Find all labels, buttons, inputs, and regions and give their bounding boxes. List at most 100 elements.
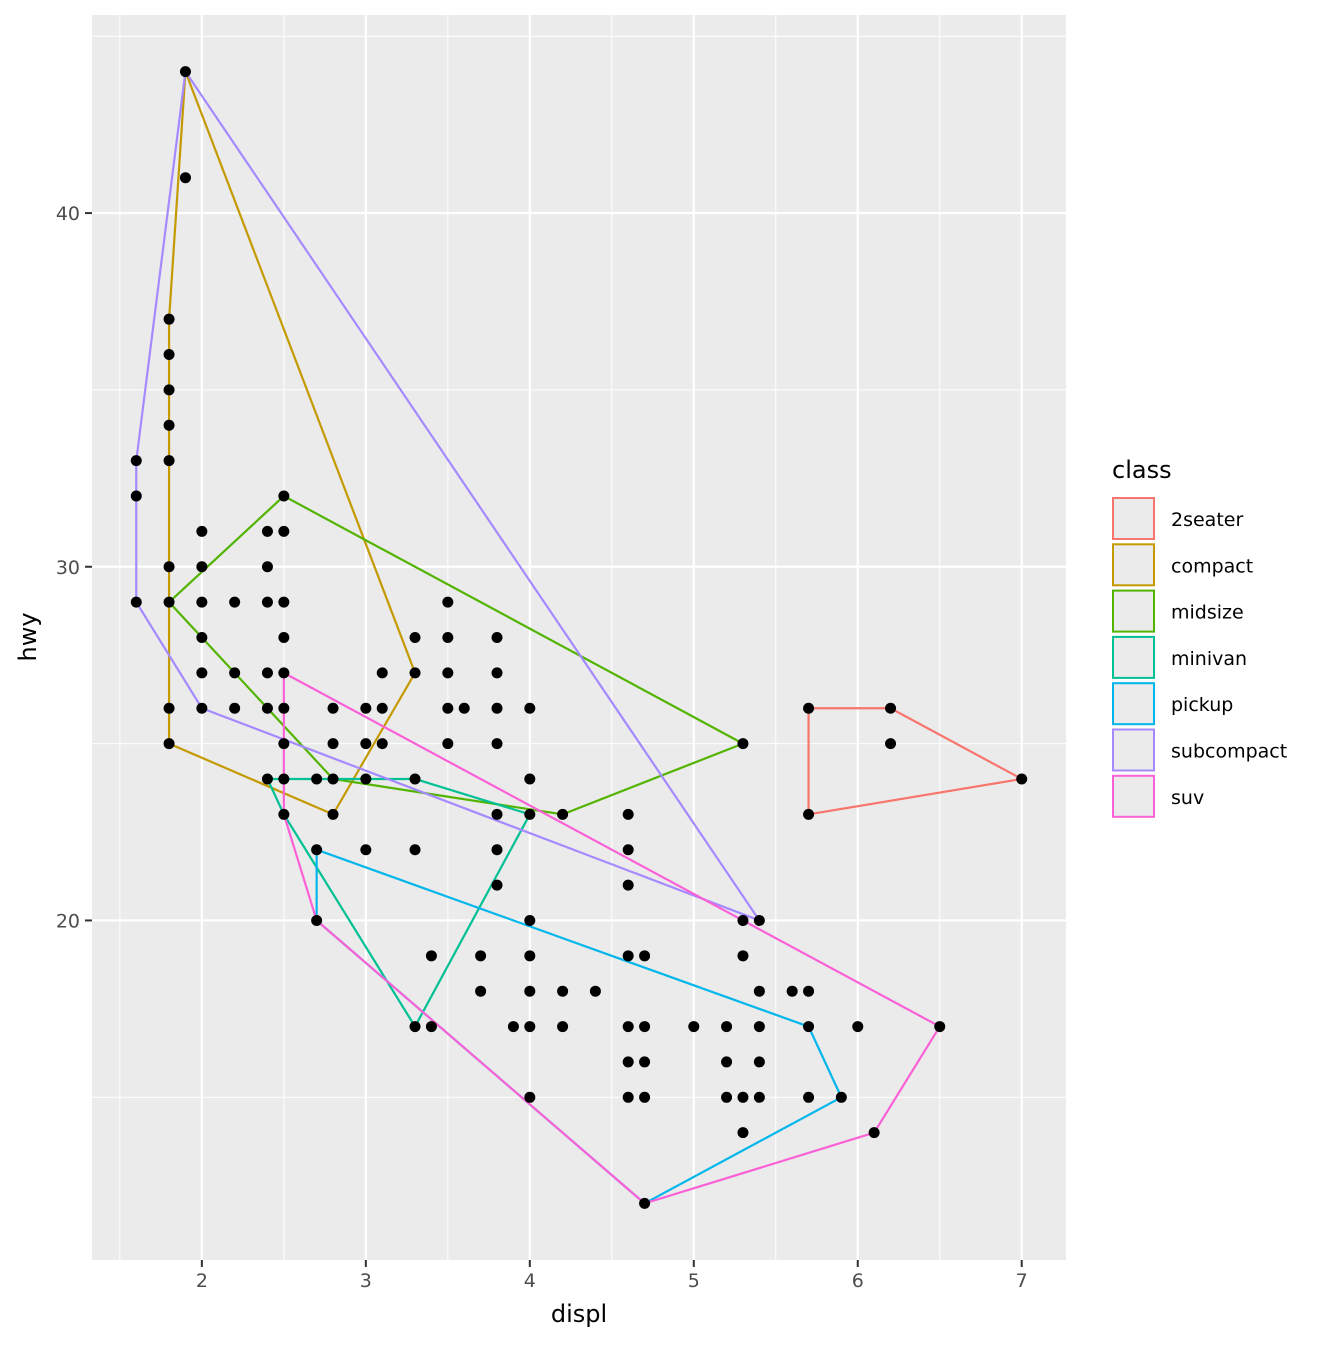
data-point <box>442 596 454 608</box>
data-point <box>753 914 765 926</box>
data-point <box>491 667 503 679</box>
data-point <box>409 667 421 679</box>
data-point <box>491 738 503 750</box>
data-point <box>409 844 421 856</box>
data-point <box>622 1091 634 1103</box>
data-point <box>721 1021 733 1033</box>
hull-pickup <box>315 848 843 1205</box>
data-point <box>278 702 290 714</box>
data-point <box>163 313 175 325</box>
legend-key-pickup <box>1112 682 1155 726</box>
legend-label: 2seater <box>1171 509 1243 531</box>
x-tick-label: 5 <box>688 1270 700 1292</box>
data-point <box>622 1021 634 1033</box>
panel-background <box>92 15 1066 1260</box>
legend: class 2seater compact midsize minivan pickup… <box>1112 456 1287 818</box>
data-point <box>261 773 273 785</box>
legend-label: subcompact <box>1171 741 1287 763</box>
data-point <box>278 773 290 785</box>
data-point <box>278 667 290 679</box>
data-point <box>753 1056 765 1068</box>
data-point <box>557 985 569 997</box>
data-point <box>261 667 273 679</box>
legend-key-suv <box>1112 774 1155 818</box>
data-point <box>425 950 437 962</box>
data-point <box>376 702 388 714</box>
data-point <box>491 632 503 643</box>
data-point <box>885 702 897 714</box>
y-tick-label: 30 <box>56 557 80 579</box>
hull-midsize <box>167 494 746 816</box>
data-point <box>360 844 372 856</box>
data-point <box>130 490 142 502</box>
data-point <box>442 667 454 679</box>
points <box>130 66 1028 1209</box>
data-point <box>524 914 536 926</box>
data-point <box>803 1091 815 1103</box>
data-point <box>475 985 487 997</box>
data-point <box>163 561 175 573</box>
data-point <box>524 808 536 820</box>
data-point <box>491 844 503 856</box>
data-point <box>376 738 388 750</box>
x-axis-label: displ <box>551 1300 607 1328</box>
data-point <box>868 1127 880 1139</box>
data-point <box>261 561 273 573</box>
data-point <box>589 985 601 997</box>
data-point <box>524 950 536 962</box>
data-point <box>163 702 175 714</box>
data-point <box>327 738 339 750</box>
data-point <box>196 667 208 679</box>
data-point <box>130 455 142 467</box>
data-point <box>885 738 897 750</box>
data-point <box>491 702 503 714</box>
legend-title: class <box>1112 456 1172 484</box>
data-point <box>261 596 273 608</box>
data-point <box>360 738 372 750</box>
data-point <box>721 1091 733 1103</box>
data-point <box>753 985 765 997</box>
data-point <box>622 1056 634 1068</box>
data-point <box>229 596 241 608</box>
data-point <box>442 702 454 714</box>
data-point <box>196 561 208 573</box>
data-point <box>425 1021 437 1033</box>
data-point <box>639 1091 651 1103</box>
data-point <box>803 702 815 714</box>
data-point <box>639 1021 651 1033</box>
legend-label: minivan <box>1171 648 1247 670</box>
data-point <box>163 455 175 467</box>
data-point <box>327 773 339 785</box>
data-point <box>409 632 421 643</box>
data-point <box>327 808 339 820</box>
data-point <box>622 844 634 856</box>
data-point <box>934 1021 946 1033</box>
data-point <box>524 773 536 785</box>
data-point <box>524 985 536 997</box>
hull-compact <box>167 71 417 816</box>
data-point <box>803 1021 815 1033</box>
data-point <box>409 1021 421 1033</box>
x-tick-label: 3 <box>360 1270 372 1292</box>
data-point <box>229 667 241 679</box>
y-axis-label: hwy <box>14 612 42 661</box>
x-tick-label: 4 <box>524 1270 536 1292</box>
data-point <box>491 879 503 891</box>
data-point <box>458 702 470 714</box>
legend-label: midsize <box>1171 602 1244 624</box>
data-point <box>196 632 208 643</box>
data-point <box>229 702 241 714</box>
data-point <box>196 596 208 608</box>
data-point <box>179 172 191 184</box>
data-point <box>835 1091 847 1103</box>
data-point <box>311 914 323 926</box>
data-point <box>622 950 634 962</box>
data-point <box>311 773 323 785</box>
legend-key-2seater <box>1112 497 1155 540</box>
data-point <box>803 985 815 997</box>
data-point <box>753 1091 765 1103</box>
x-tick-label: 7 <box>1016 1270 1028 1292</box>
data-point <box>163 419 175 431</box>
data-point <box>688 1021 700 1033</box>
data-point <box>852 1021 864 1033</box>
